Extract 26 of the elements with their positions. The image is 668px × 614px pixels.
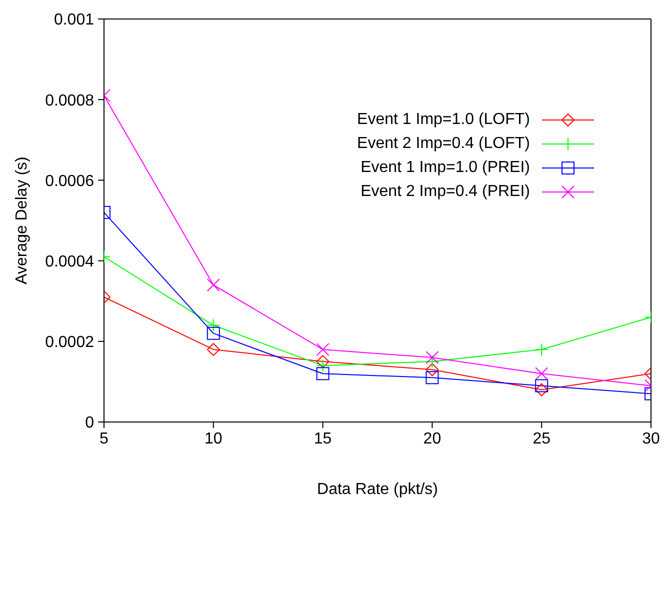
point <box>426 351 439 364</box>
point <box>316 342 330 356</box>
point <box>316 367 330 380</box>
y-tick-label: 0.0002 <box>45 334 94 352</box>
y-tick-label: 0 <box>85 414 94 432</box>
y-axis-title: Average Delay (s) <box>14 156 30 284</box>
x-tick-label: 15 <box>314 430 332 448</box>
point <box>426 371 439 384</box>
x-tick-label: 25 <box>532 430 551 448</box>
x-tick-label: 20 <box>423 430 442 448</box>
x-axis-title: Data Rate (pkt/s) <box>317 481 438 498</box>
x-tick-label: 10 <box>204 430 222 448</box>
y-tick-label: 0.0004 <box>45 253 94 270</box>
point <box>426 355 439 368</box>
legend-label: Event 1 Imp=1.0 (LOFT) <box>357 111 530 129</box>
y-tick-label: 0.0006 <box>45 172 94 190</box>
point <box>426 363 439 376</box>
x-tick-label: 30 <box>642 430 660 448</box>
legend-label: Event 2 Imp=0.4 (PREI) <box>360 183 530 201</box>
y-tick-label: 0.0008 <box>45 92 94 110</box>
legend-label: Event 2 Imp=0.4 (LOFT) <box>357 135 530 153</box>
x-tick-label: 5 <box>100 430 109 448</box>
point <box>316 355 330 368</box>
y-tick-label: 0.001 <box>54 12 94 29</box>
legend-label: Event 1 Imp=1.0 (PREI) <box>360 159 530 177</box>
point <box>316 359 330 372</box>
